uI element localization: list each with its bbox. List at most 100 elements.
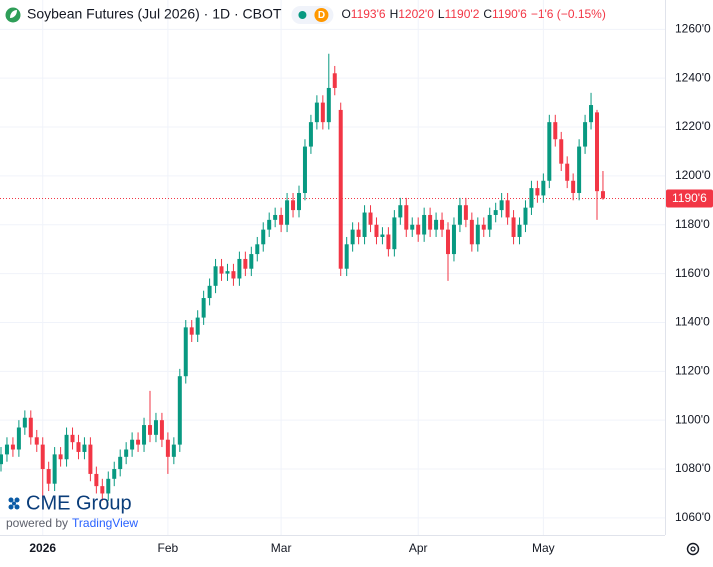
candles [0,53,605,501]
candle-body [374,224,379,237]
candle-body [46,469,51,484]
candle-body [4,444,9,455]
symbol-icon-leaf [10,10,17,18]
candle-body [10,444,15,450]
candle-body [547,122,552,181]
candle-body [88,444,93,474]
candle-body [463,205,468,220]
candle-body [493,210,498,215]
candle-body [451,224,456,255]
candle-body [362,212,367,237]
candle-body [428,214,433,230]
candle-body [142,425,147,445]
last-price-tag [666,189,713,208]
ohlc-value: 1193'6 [351,7,386,21]
y-tick-label: 1060'0 [675,510,711,524]
candle-body [499,200,504,211]
ohlc-value: 1202'0 [398,7,434,21]
candle-body [100,486,105,494]
candle-body [219,266,224,274]
ohlc-label: C [483,7,492,21]
candle-body [589,105,594,123]
candle-body [148,425,152,435]
candle-body [106,478,111,494]
x-tick-label: Feb [158,541,179,555]
candle-body [559,139,564,164]
x-tick-label: Apr [409,541,428,555]
candle-body [595,112,599,192]
candle-body [171,444,176,457]
x-tick-label: 2026 [29,541,56,555]
candle-body [255,244,260,255]
candle-body [469,219,474,245]
y-tick-label: 1200'0 [675,168,711,182]
candle-body [52,454,57,484]
candle-body [302,146,307,193]
candle-body [159,420,164,440]
price-change: −1'6 (−0.15%) [531,7,606,21]
candle-body [398,205,403,218]
candle-body [207,285,212,299]
candle-body [440,219,445,230]
interval-badge-text: D [318,10,325,21]
candle-body [434,219,439,230]
candle-body [70,434,75,443]
candle-body [446,229,450,255]
legend-header: Soybean Futures (Jul 2026) · 1D · CBOT D… [5,6,606,24]
candle-body [267,219,272,230]
candle-body [326,87,331,123]
candle-body [368,212,373,225]
candle-body [165,439,170,457]
candle-body [291,200,296,211]
status-dot [298,11,307,19]
settings-icon[interactable] [686,542,700,556]
y-tick-label: 1100'0 [675,412,710,426]
ohlc-label: O [341,7,350,21]
candle-body [457,205,462,225]
y-tick-label: 1080'0 [675,461,711,475]
candle-body [213,266,218,286]
ohlc-value: 1190'2 [445,7,480,21]
candle-body [243,258,248,269]
y-tick-label: 1140'0 [675,315,710,329]
candle-body [380,234,385,237]
candle-body [577,146,582,193]
x-tick-label: Mar [271,541,292,555]
candle-body [600,191,605,199]
y-tick-label: 1120'0 [675,363,710,377]
candle-body [76,442,81,452]
candle-body [529,188,534,208]
candle-body [153,420,158,435]
candle-body [225,271,230,274]
candle-body [22,417,27,428]
brand-logo: CME Group [26,492,132,514]
candle-body [40,444,45,470]
candle-body [297,192,301,211]
candle-body [541,180,546,196]
candle-body [28,417,33,438]
last-price-label: 1190'6 [672,191,707,205]
candle-body [308,122,313,147]
x-tick-label: May [532,541,555,555]
candle-body [386,234,391,250]
candle-body [487,214,492,230]
ohlc-label: H [390,7,399,21]
candle-body [58,454,63,460]
candle-body [535,188,540,196]
candle-body [505,200,510,218]
cme-logo-mark [8,497,20,510]
candle-body [338,109,343,269]
y-tick-label: 1240'0 [675,70,711,84]
candle-body [481,224,486,230]
candle-body [195,317,200,335]
candle-body [511,217,516,237]
candle-body [189,327,194,335]
candle-body [285,200,290,225]
y-tick-label: 1180'0 [675,217,710,231]
candle-body [565,163,570,181]
provider[interactable]: TradingView [72,516,138,530]
candle-body [112,469,117,479]
candle-body [553,122,558,140]
candle-body [583,122,588,147]
